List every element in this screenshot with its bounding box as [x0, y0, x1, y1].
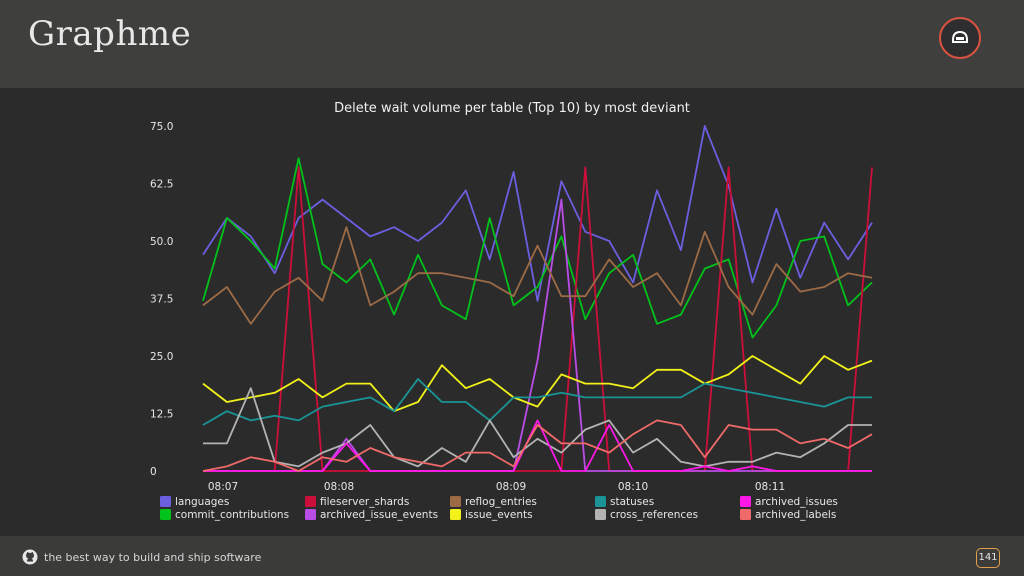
line-chart: Delete wait volume per table (Top 10) by… — [150, 101, 873, 521]
series-line-reflog-entries — [202, 226, 873, 325]
legend-swatch — [740, 496, 751, 507]
legend-label: statuses — [610, 496, 654, 508]
footer-tagline: the best way to build and ship software — [44, 551, 262, 564]
helmet-icon — [952, 30, 968, 43]
header-bar — [0, 0, 1024, 88]
legend-label: commit_contributions — [175, 509, 289, 521]
legend-swatch — [160, 496, 171, 507]
legend-swatch — [450, 509, 461, 520]
legend-swatch — [595, 496, 606, 507]
series-line-cross-references — [203, 387, 872, 468]
legend-swatch — [160, 509, 171, 520]
y-tick-label: 37.5 — [150, 294, 173, 306]
y-tick-label: 0 — [150, 466, 157, 478]
footer-bar — [0, 536, 1024, 576]
series-line-archived-issues — [203, 419, 872, 472]
legend-swatch — [450, 496, 461, 507]
page-number-badge: 141 — [976, 548, 1000, 568]
series-line-issue-events — [202, 355, 873, 413]
y-tick-label: 62.5 — [150, 179, 173, 191]
legend-label: archived_issues — [755, 496, 838, 508]
page-title: Graphme — [28, 14, 192, 54]
legend-label: fileserver_shards — [320, 496, 409, 508]
x-tick-label: 08:09 — [496, 481, 526, 493]
x-tick-label: 08:08 — [324, 481, 354, 493]
legend-label: reflog_entries — [465, 496, 537, 508]
octocat-helmet-icon — [939, 17, 981, 59]
series-line-statuses — [202, 378, 872, 426]
y-tick-label: 50.0 — [150, 236, 173, 248]
series-line-languages — [202, 125, 873, 302]
series-line-archived-labels — [202, 419, 873, 472]
legend-swatch — [595, 509, 606, 520]
legend-label: cross_references — [610, 509, 698, 521]
y-tick-label: 75.0 — [150, 121, 173, 133]
x-tick-label: 08:10 — [618, 481, 648, 493]
legend-swatch — [305, 496, 316, 507]
y-tick-label: 12.5 — [150, 409, 173, 421]
x-tick-label: 08:11 — [755, 481, 785, 493]
github-icon — [22, 549, 38, 565]
legend-label: archived_issue_events — [320, 509, 438, 521]
chart-title: Delete wait volume per table (Top 10) by… — [334, 101, 690, 116]
y-tick-label: 25.0 — [150, 351, 173, 363]
legend-swatch — [305, 509, 316, 520]
legend-label: archived_labels — [755, 509, 836, 521]
legend-swatch — [740, 509, 751, 520]
legend-label: issue_events — [465, 509, 533, 521]
chart-panel: Delete wait volume per table (Top 10) by… — [0, 88, 1024, 536]
legend-label: languages — [175, 496, 229, 508]
series-line-commit-contributions — [202, 157, 873, 339]
x-tick-label: 08:07 — [208, 481, 238, 493]
